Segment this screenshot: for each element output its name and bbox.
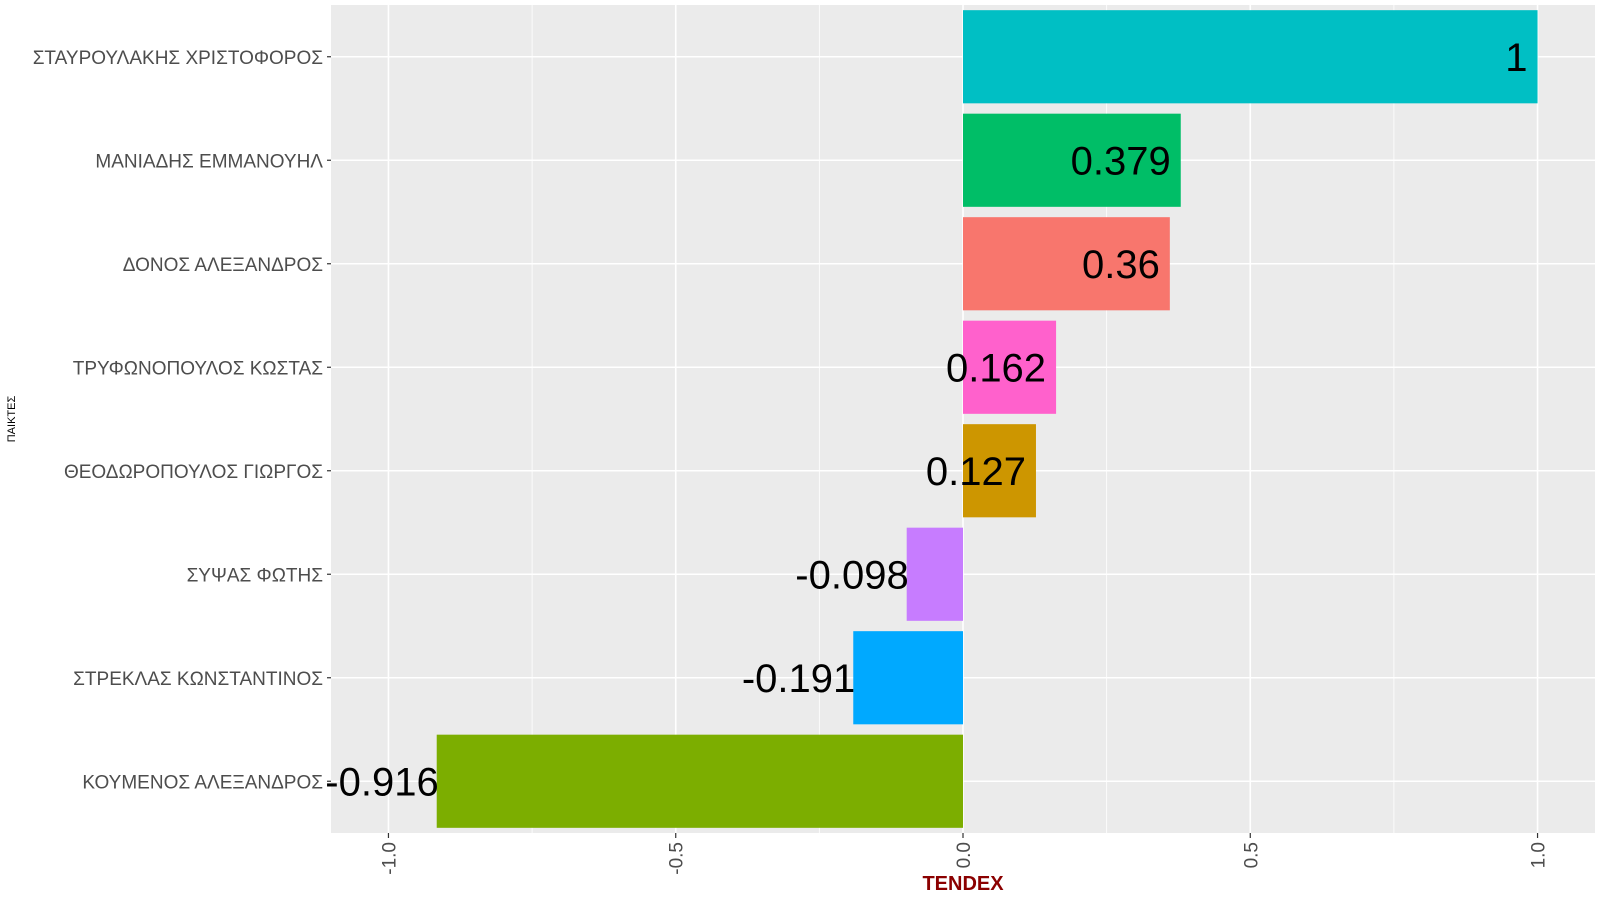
x-tick-label: -1.0 (379, 842, 400, 875)
category-label: ΚΟΥΜΕΝΟΣ ΑΛΕΞΑΝΔΡΟΣ (82, 772, 323, 793)
x-tick-label: 0.5 (1241, 842, 1262, 868)
x-tick-label: -0.5 (667, 842, 688, 875)
y-axis-title: ΠΑΙΚΤΕΣ (6, 396, 18, 443)
bar-value-label: 0.162 (946, 346, 1046, 390)
bar-value-label: 0.379 (1071, 139, 1171, 183)
bar (436, 734, 963, 828)
bar (963, 320, 1057, 414)
bar-value-label: -0.916 (325, 760, 438, 804)
category-label: ΔΟΝΟΣ ΑΛΕΞΑΝΔΡΟΣ (123, 255, 323, 276)
bar-value-label: 0.127 (926, 450, 1026, 494)
bar (963, 10, 1538, 104)
x-tick-label: 0.0 (954, 842, 975, 868)
x-axis-ticks: -1.0 -0.5 0.0 0.5 1.0 (379, 833, 1550, 875)
bar (906, 527, 963, 621)
bar (963, 217, 1170, 311)
bar (963, 113, 1181, 207)
bar (853, 631, 963, 725)
category-label: ΣΤΑΥΡΟΥΛΑΚΗΣ ΧΡΙΣΤΟΦΟΡΟΣ (33, 48, 323, 69)
bar-value-label: 1 (1505, 36, 1527, 80)
bar-value-label: -0.191 (742, 657, 855, 701)
bar-value-labels: 1 0.379 0.36 0.162 0.127 -0.098 -0.191 -0.916 (325, 36, 1527, 805)
x-tick-label: 1.0 (1529, 842, 1550, 868)
bar-value-label: 0.36 (1082, 243, 1160, 287)
category-label: ΤΡΥΦΩΝΟΠΟΥΛΟΣ ΚΩΣΤΑΣ (73, 358, 323, 379)
category-label: ΣΤΡΕΚΛΑΣ ΚΩΝΣΤΑΝΤΙΝΟΣ (73, 669, 323, 690)
x-axis-title: TENDEX (922, 873, 1004, 895)
category-label: ΘΕΟΔΩΡΟΠΟΥΛΟΣ ΓΙΩΡΓΟΣ (64, 462, 323, 483)
category-label: ΣΥΨΑΣ ΦΩΤΗΣ (187, 565, 323, 586)
bars (436, 10, 1538, 828)
bar-value-label: -0.098 (795, 553, 908, 597)
bar (963, 424, 1036, 518)
category-label: ΜΑΝΙΑΔΗΣ ΕΜΜΑΝΟΥΗΛ (95, 151, 323, 172)
y-axis-category-labels: ΣΤΑΥΡΟΥΛΑΚΗΣ ΧΡΙΣΤΟΦΟΡΟΣ ΜΑΝΙΑΔΗΣ ΕΜΜΑΝΟΥ… (33, 48, 331, 793)
